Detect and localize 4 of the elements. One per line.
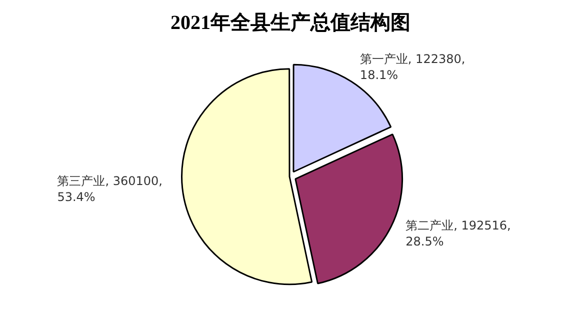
slice-label: 第一产业, 122380, 18.1% [360,52,466,82]
slice-label: 第三产业, 360100, 53.4% [57,174,162,204]
chart-title: 2021年全县生产总值结构图 [170,11,410,34]
slice-label: 第二产业, 192516, 28.5% [406,218,511,248]
